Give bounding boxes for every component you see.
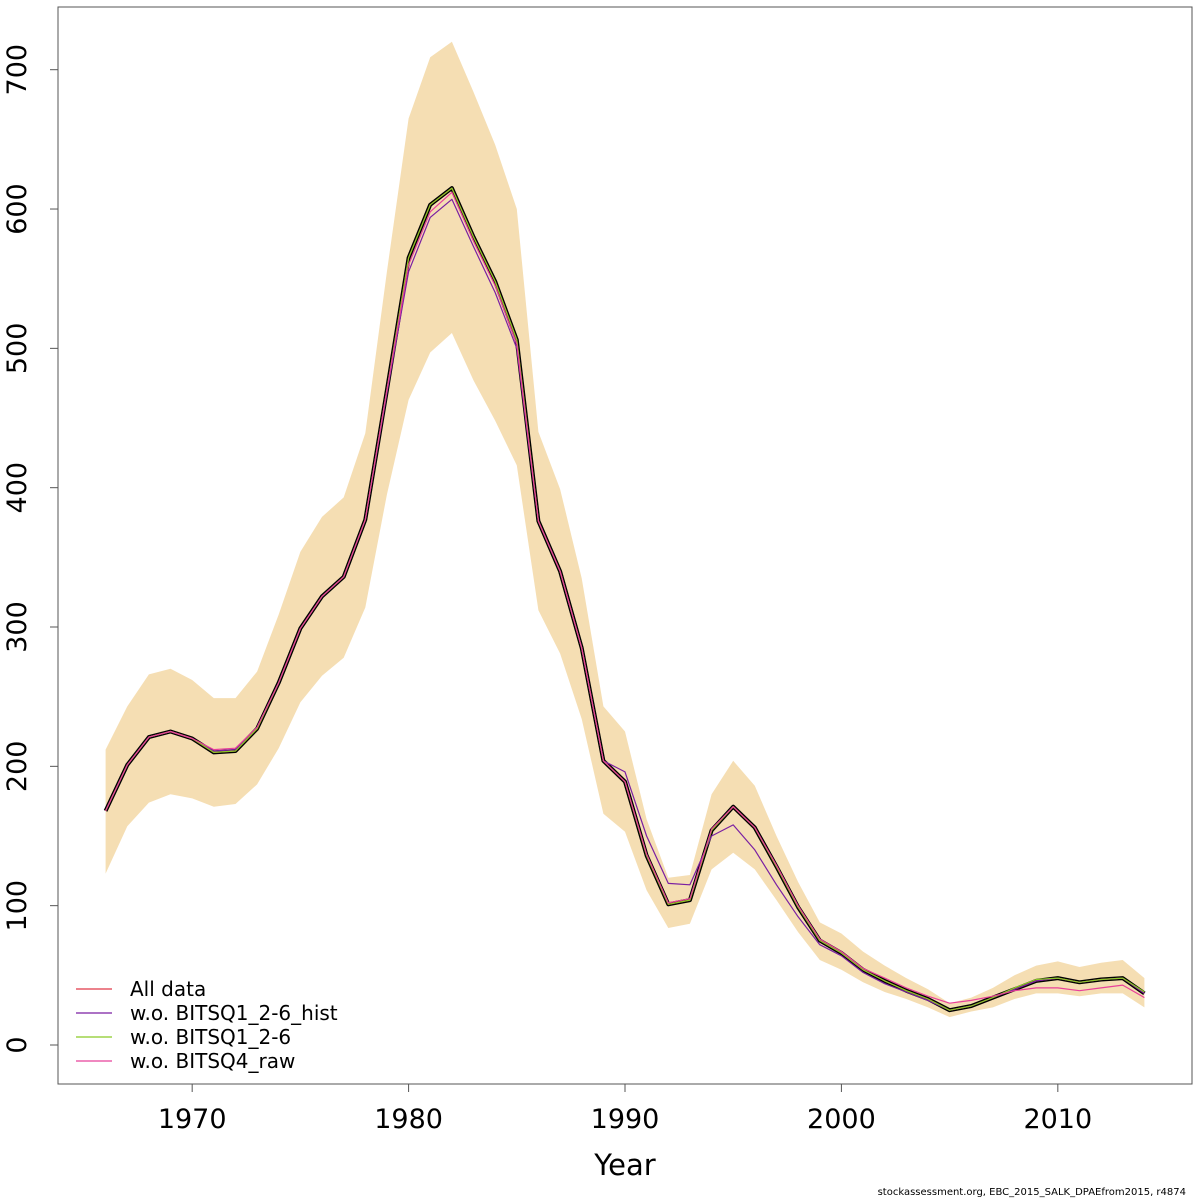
y-tick-label: 300: [2, 601, 33, 653]
legend-item: w.o. BITSQ4_raw: [76, 1049, 295, 1073]
legend-label: w.o. BITSQ1_2-6_hist: [130, 1001, 338, 1025]
legend-label: w.o. BITSQ1_2-6: [130, 1025, 291, 1049]
y-tick-label: 700: [2, 44, 33, 96]
x-tick-label: 1980: [374, 1104, 443, 1135]
x-axis-title: Year: [593, 1148, 655, 1182]
legend-label: w.o. BITSQ4_raw: [130, 1049, 295, 1073]
legend-item: All data: [76, 977, 206, 1001]
y-axis: 0 100 200 300 400 500 600 700: [2, 44, 59, 1054]
series-line-w-o-bitsq1-2-6: [105, 187, 1145, 1011]
series-line-all-data: [105, 187, 1145, 1011]
series-line-w-o-bitsq1-2-6-hist: [105, 198, 1145, 1011]
legend-item: w.o. BITSQ1_2-6: [76, 1025, 291, 1049]
y-tick-label: 100: [2, 880, 33, 932]
x-tick-label: 2010: [1023, 1104, 1092, 1135]
legend-item: w.o. BITSQ1_2-6_hist: [76, 1001, 338, 1025]
x-tick-label: 1970: [158, 1104, 227, 1135]
series-line-estimate: [103, 186, 1146, 1013]
series-line-w-o-bitsq4-raw: [105, 191, 1145, 1004]
x-tick-label: 1990: [591, 1104, 660, 1135]
y-tick-label: 400: [2, 462, 33, 514]
confidence-band: [105, 41, 1145, 1018]
legend-label: All data: [130, 977, 206, 1001]
x-axis: 1970 1980 1990 2000 2010: [158, 1083, 1092, 1135]
y-tick-label: 500: [2, 323, 33, 375]
footer-credit: stockassessment.org, EBC_2015_SALK_DPAEf…: [877, 1187, 1186, 1198]
y-tick-label: 0: [2, 1036, 33, 1053]
series-layer: [103, 186, 1146, 1013]
x-tick-label: 2000: [807, 1104, 876, 1135]
plot-frame: [57, 6, 1193, 1085]
y-tick-label: 600: [2, 183, 33, 235]
y-tick-label: 200: [2, 741, 33, 793]
